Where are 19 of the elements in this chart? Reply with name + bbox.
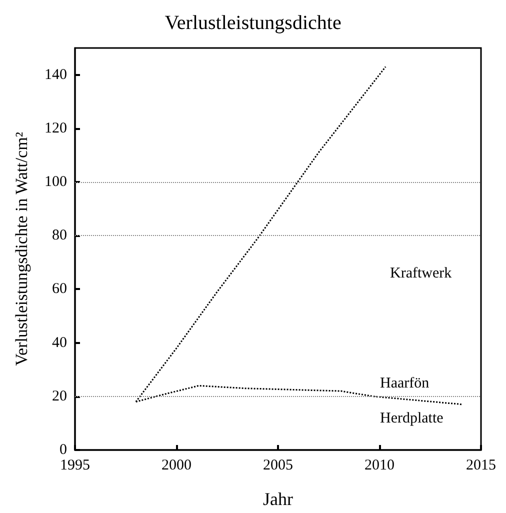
x-axis-title: Jahr	[263, 489, 293, 509]
y-tick-label: 0	[60, 442, 67, 458]
x-tick-label: 2005	[263, 458, 293, 474]
y-tick-label: 100	[44, 174, 67, 190]
y-tick-label: 120	[44, 120, 67, 136]
x-tick-label: 1995	[60, 458, 90, 474]
chart-title: Verlustleistungsdichte	[164, 12, 342, 34]
annotation: Kraftwerk	[390, 266, 452, 282]
y-tick-label: 60	[52, 281, 67, 298]
x-tick-label: 2015	[466, 458, 496, 474]
y-tick-label: 80	[52, 228, 67, 244]
annotation: Herdplatte	[380, 410, 444, 426]
annotation: Haarfön	[380, 376, 430, 392]
y-tick-label: 40	[52, 334, 67, 351]
y-tick-label: 140	[44, 66, 67, 83]
y-tick-label: 20	[52, 388, 67, 404]
x-tick-label: 2000	[162, 458, 192, 474]
x-tick-label: 2010	[364, 458, 394, 474]
y-axis-title: Verlustleistungsdichte in Watt/cm²	[12, 132, 31, 366]
